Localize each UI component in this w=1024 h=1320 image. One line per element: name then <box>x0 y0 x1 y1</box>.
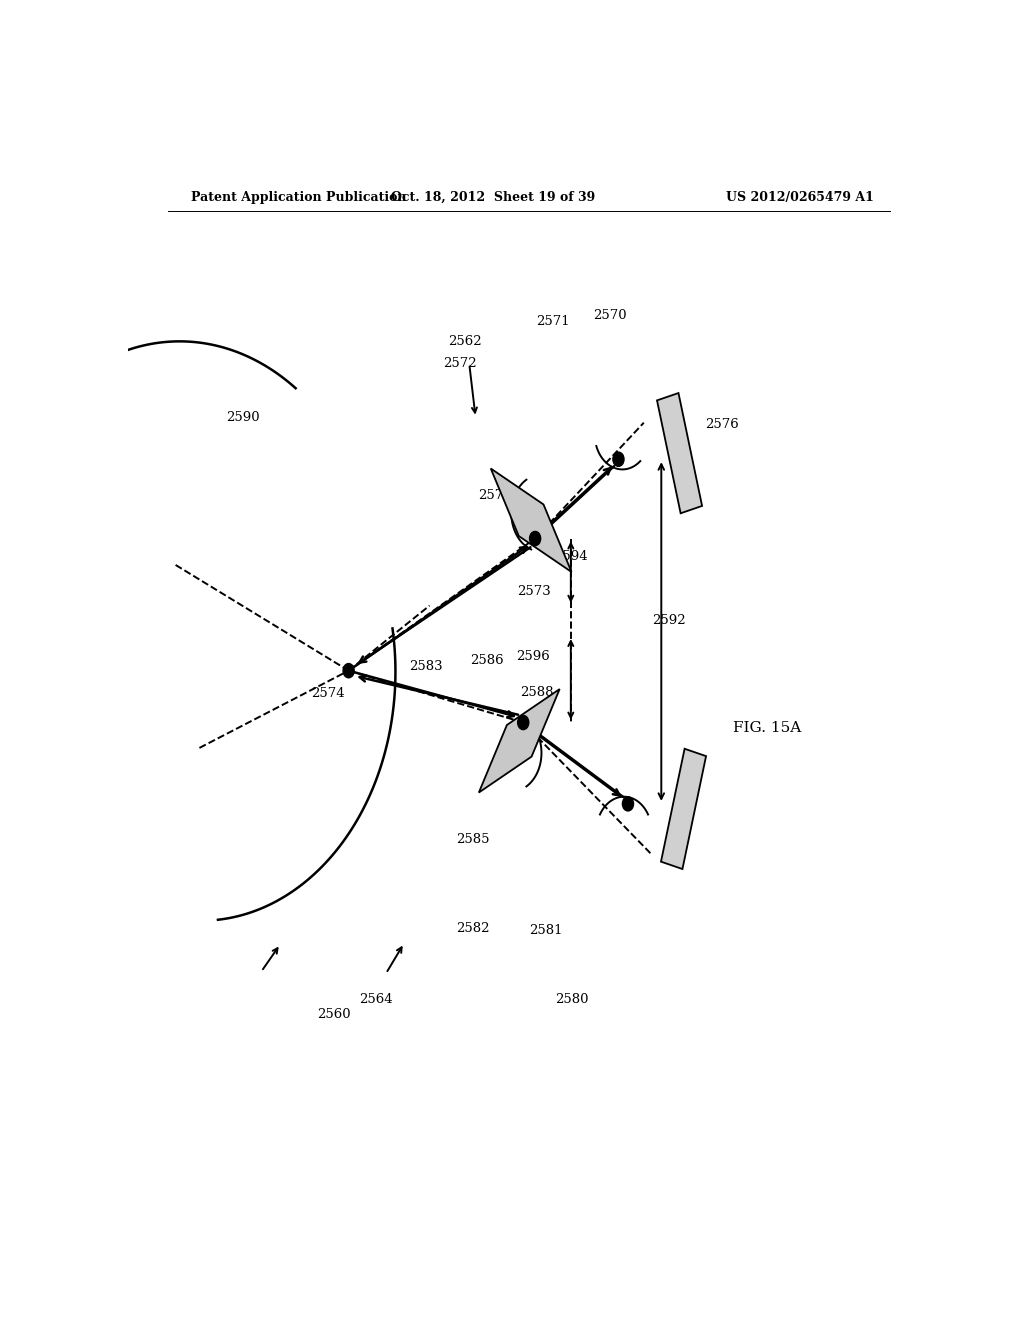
Text: 2575: 2575 <box>478 490 512 503</box>
Polygon shape <box>660 748 707 869</box>
Polygon shape <box>657 393 702 513</box>
Text: 2588: 2588 <box>520 685 553 698</box>
Text: 2596: 2596 <box>516 649 550 663</box>
Text: 2572: 2572 <box>443 358 476 370</box>
Text: Oct. 18, 2012  Sheet 19 of 39: Oct. 18, 2012 Sheet 19 of 39 <box>391 190 595 203</box>
Text: 2560: 2560 <box>317 1007 351 1020</box>
Text: 2576: 2576 <box>705 418 738 432</box>
Text: 2582: 2582 <box>457 923 489 936</box>
Circle shape <box>623 797 634 810</box>
Circle shape <box>529 532 541 545</box>
Text: 2573: 2573 <box>517 585 551 598</box>
Text: 2562: 2562 <box>449 335 482 348</box>
Text: 2581: 2581 <box>529 924 563 937</box>
Text: 2580: 2580 <box>555 994 589 1006</box>
Text: US 2012/0265479 A1: US 2012/0265479 A1 <box>726 190 873 203</box>
Text: 2592: 2592 <box>652 614 686 627</box>
Text: 2564: 2564 <box>358 994 392 1006</box>
Text: FIG. 15A: FIG. 15A <box>733 721 801 735</box>
Text: 2574: 2574 <box>311 686 345 700</box>
Text: 2594: 2594 <box>554 550 588 564</box>
Circle shape <box>343 664 354 677</box>
Text: 2585: 2585 <box>457 833 489 846</box>
Circle shape <box>518 715 528 730</box>
Text: 2590: 2590 <box>226 411 260 424</box>
Circle shape <box>613 453 624 466</box>
Text: 2571: 2571 <box>537 314 570 327</box>
Text: 2583: 2583 <box>409 660 442 673</box>
Text: Patent Application Publication: Patent Application Publication <box>191 190 407 203</box>
Polygon shape <box>490 469 571 572</box>
Polygon shape <box>479 689 560 792</box>
Text: 2570: 2570 <box>593 309 627 322</box>
Text: 2586: 2586 <box>470 653 504 667</box>
